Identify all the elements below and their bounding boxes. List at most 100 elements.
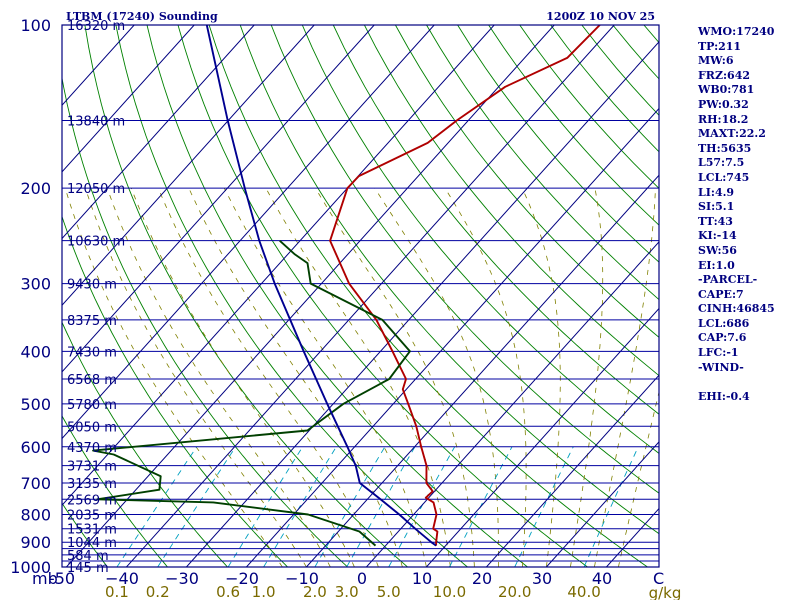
pressure-tick-label: 500 xyxy=(20,395,51,414)
isotherm-line xyxy=(186,41,659,567)
isotherm-line xyxy=(546,441,659,567)
moist-adiabat-line xyxy=(594,188,656,567)
height-label: 5050 m xyxy=(67,420,117,435)
mixing-ratio-label: 40.0 xyxy=(567,583,600,600)
height-label: 145 m xyxy=(67,561,109,576)
sounding-index: TH:5635 xyxy=(698,141,752,155)
dry-adiabat-line xyxy=(62,502,109,567)
mixing-ratio-line xyxy=(157,446,236,567)
isotherm-line xyxy=(62,25,435,440)
sounding-index: -PARCEL- xyxy=(698,273,758,287)
temperature-tick-label: 0 xyxy=(357,569,367,588)
mixing-ratio-label: 1.0 xyxy=(252,583,276,600)
temperature-tick-label: 30 xyxy=(532,569,552,588)
sounding-index: L57:7.5 xyxy=(698,156,745,170)
temperature-tick-label: 20 xyxy=(472,569,492,588)
isotherm-line xyxy=(62,25,315,306)
sounding-index: WMO:17240 xyxy=(698,25,775,38)
mixing-ratio-line xyxy=(116,446,198,567)
sounding-index: LFC:-1 xyxy=(698,346,739,360)
dewpoint-profile-line xyxy=(92,239,411,547)
dry-adiabat-line xyxy=(177,25,589,567)
dry-adiabat-line xyxy=(62,415,169,567)
temperature-tick-label: −20 xyxy=(225,569,259,588)
height-label: 6568 m xyxy=(67,373,117,388)
sounding-index: KI:-14 xyxy=(698,229,737,243)
sounding-index: MAXT:22.2 xyxy=(698,127,766,141)
sounding-index: RH:18.2 xyxy=(698,112,749,126)
mixing-ratio-label: 0.6 xyxy=(216,583,240,600)
temperature-profile-line xyxy=(329,25,601,546)
sounding-indices: WMO:17240 TP:211 MW:6 FRZ:642 WB0:781 PW:0.32… xyxy=(698,25,775,404)
sounding-index: CINH:46845 xyxy=(698,302,775,316)
sounding-index: WB0:781 xyxy=(698,83,755,97)
pressure-tick-label: 700 xyxy=(20,474,51,493)
isotherm-line xyxy=(126,25,615,567)
pressure-tick-label: 400 xyxy=(20,342,51,361)
dry-adiabat-line xyxy=(146,25,529,567)
mixing-ratio-labels: 0.1 0.2 0.6 1.0 2.0 3.0 5.0 10.0 20.0 40.0 xyxy=(105,583,601,600)
mixing-ratio-label: 3.0 xyxy=(335,583,359,600)
sounding-index: CAP:7.6 xyxy=(698,331,747,345)
sounding-index: PW:0.32 xyxy=(698,97,749,111)
temperature-units-label: C xyxy=(653,569,664,588)
dry-adiabat-line xyxy=(457,25,659,263)
mixing-ratio-label: 20.0 xyxy=(498,583,531,600)
isotherm-line xyxy=(306,174,659,567)
mixing-ratio-units-label: g/kg xyxy=(649,584,682,600)
mixing-ratio-line xyxy=(227,446,303,567)
height-label: 8375 m xyxy=(67,314,117,329)
height-label: 7430 m xyxy=(67,345,117,360)
mixing-ratio-label: 10.0 xyxy=(433,583,466,600)
sounding-index: MW:6 xyxy=(698,54,734,68)
isotherm-line xyxy=(62,25,375,373)
dry-adiabat-line xyxy=(62,215,289,567)
temperature-tick-labels: -50 −40 −30 −20 −10 0 10 20 30 40 xyxy=(49,569,612,588)
moist-adiabat-line xyxy=(374,187,499,567)
pressure-tick-label: 100 xyxy=(20,16,51,35)
pressure-tick-label: 300 xyxy=(20,275,51,294)
moist-adiabat-line xyxy=(618,390,659,567)
moist-adiabat-line xyxy=(64,188,283,567)
chart-time: 1200Z 10 NOV 25 xyxy=(546,10,655,23)
sounding-index: TP:211 xyxy=(698,39,742,53)
moist-adiabat-line xyxy=(521,188,561,567)
sounding-index: -WIND- xyxy=(698,360,744,374)
sounding-index: SW:56 xyxy=(698,243,737,257)
mixing-ratio-label: 2.0 xyxy=(303,583,327,600)
pressure-tick-label: 600 xyxy=(20,438,51,457)
height-label: 4370 m xyxy=(67,441,117,456)
height-labels: 16320 m 13840 m 12050 m 10630 m 9430 m 8375 m… xyxy=(67,19,125,576)
height-label: 1044 m xyxy=(67,536,117,551)
dry-adiabat-line xyxy=(301,25,659,454)
height-label: 1531 m xyxy=(67,523,117,538)
sounding-index: EHI:-0.4 xyxy=(698,389,750,403)
temperature-tick-label: −40 xyxy=(105,569,139,588)
temperature-tick-label: −30 xyxy=(165,569,199,588)
dry-adiabat-line xyxy=(426,25,659,301)
isotherm-line xyxy=(66,25,555,567)
temperature-tick-label: 10 xyxy=(412,569,432,588)
isotherm-line xyxy=(62,25,195,173)
dry-adiabat-line xyxy=(62,321,229,567)
sounding-index: SI:5.1 xyxy=(698,200,735,214)
plot-frame xyxy=(61,24,660,568)
mixing-ratio-label: 5.0 xyxy=(377,583,401,600)
temperature-tick-label: −10 xyxy=(285,569,319,588)
height-label: 5780 m xyxy=(67,398,117,413)
height-label: 2035 m xyxy=(67,509,117,524)
pressure-tick-label: 800 xyxy=(20,506,51,525)
sounding-index: LCL:745 xyxy=(698,170,750,184)
height-label: 2569 m xyxy=(67,493,117,508)
dry-adiabat-line xyxy=(270,25,659,494)
isotherm-line xyxy=(426,307,659,567)
isotherm-line xyxy=(486,374,659,567)
dry-adiabat-line xyxy=(332,25,659,415)
isotherm-line xyxy=(246,107,659,567)
dry-adiabat-line xyxy=(84,25,409,567)
sounding-index xyxy=(698,375,775,390)
sounding-index: CAPE:7 xyxy=(698,287,744,301)
isotherm-line xyxy=(62,25,255,240)
height-label: 16320 m xyxy=(67,19,125,34)
